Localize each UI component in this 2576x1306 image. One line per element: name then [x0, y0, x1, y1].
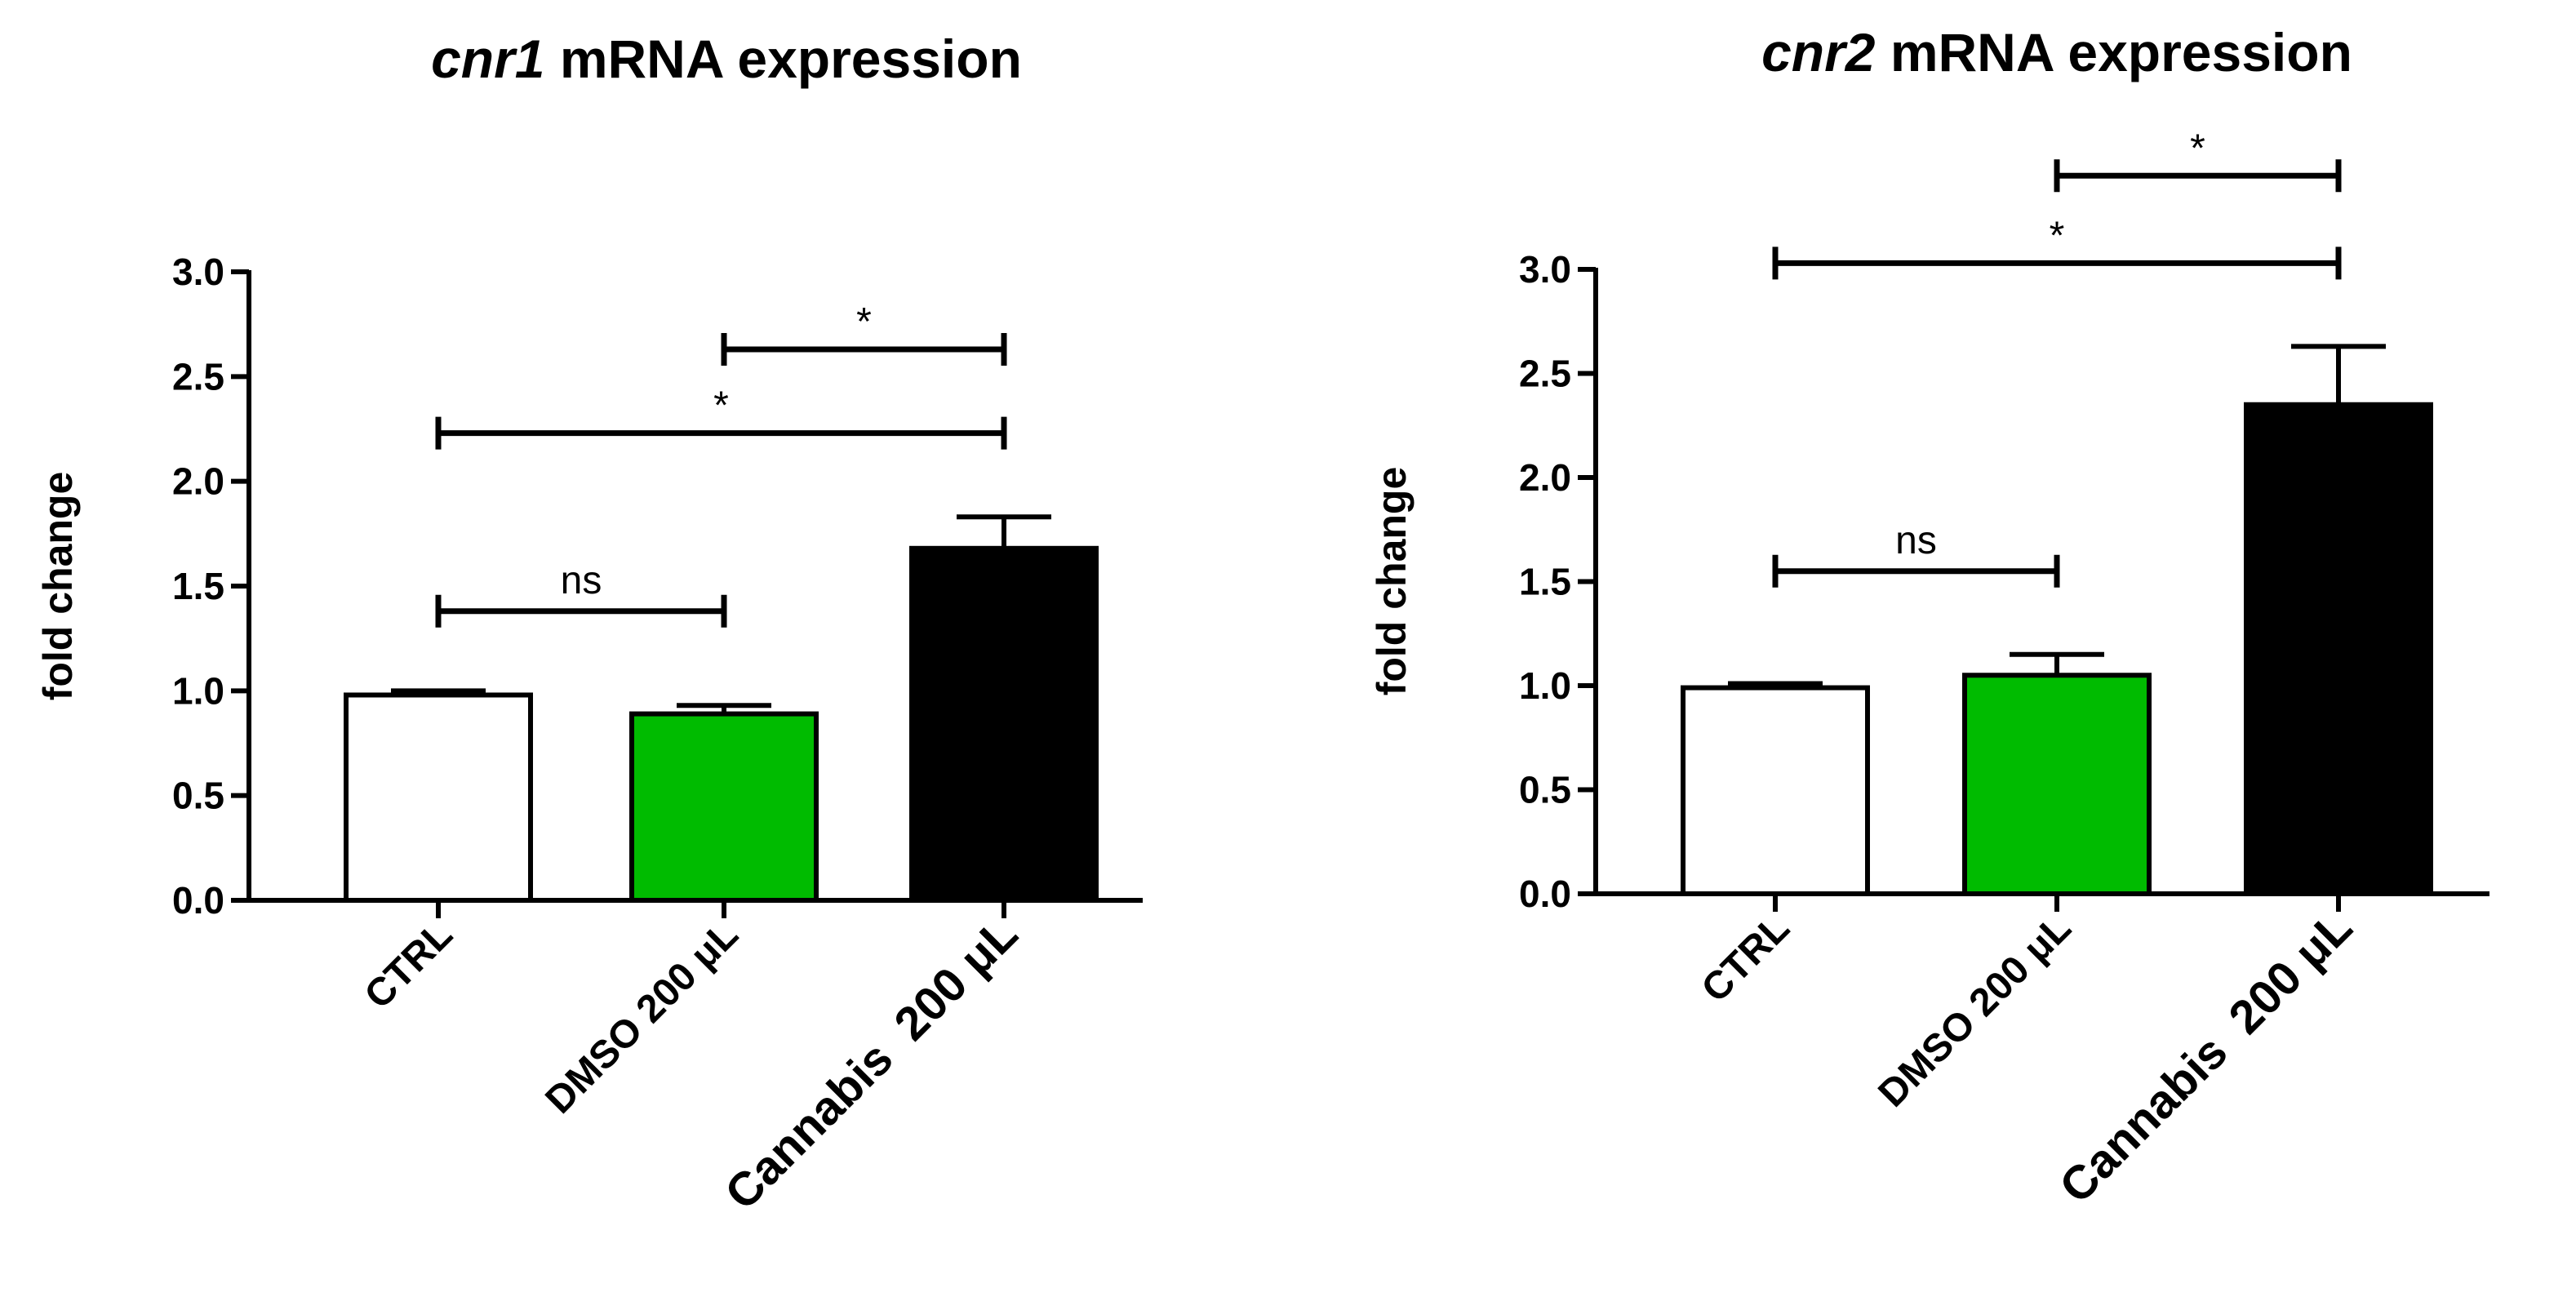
category-label: DMSO 200 μL: [1870, 906, 2079, 1115]
bar: [909, 545, 1099, 903]
y-tick-label: 1.0: [172, 669, 224, 712]
category-label: Cannabis 200 μL: [2050, 900, 2362, 1213]
title-gene: cnr2: [1761, 22, 1876, 82]
y-tick-label: 3.0: [172, 251, 224, 293]
significance-label: *: [2050, 214, 2065, 257]
chart-panel-1: cnr1 mRNA expression fold change 0.0 0.5 1.0…: [35, 29, 1143, 1220]
title-gene: cnr1: [431, 29, 544, 89]
bar: [2244, 402, 2433, 896]
title-rest: mRNA expression: [1876, 22, 2352, 82]
category-label: CTRL: [357, 913, 461, 1017]
y-tick-label: 0.0: [172, 879, 224, 922]
category-label: CTRL: [1694, 906, 1798, 1011]
y-axis-label: fold change: [35, 472, 81, 701]
y-tick-label: 2.0: [172, 460, 224, 503]
y-tick-label: 0.5: [1519, 769, 1571, 811]
bar: [629, 711, 819, 903]
y-tick-label: 0.5: [172, 775, 224, 817]
title-rest: mRNA expression: [545, 29, 1022, 89]
significance-label: ns: [1895, 519, 1937, 562]
y-tick-label: 1.0: [1519, 664, 1571, 707]
y-tick-label: 1.5: [172, 565, 224, 607]
category-label: DMSO 200 μL: [537, 913, 746, 1122]
chart-panel-2: cnr2 mRNA expression fold change 0.0 0.5 1.0…: [1369, 22, 2489, 1214]
y-tick-label: 0.0: [1519, 873, 1571, 915]
significance-label: *: [713, 384, 729, 428]
significance-label: *: [2190, 127, 2205, 170]
y-tick-label: 2.5: [1519, 353, 1571, 395]
significance-label: ns: [561, 559, 602, 602]
y-tick-label: 2.5: [172, 355, 224, 398]
y-tick-label: 2.0: [1519, 456, 1571, 499]
y-tick-label: 3.0: [1519, 248, 1571, 291]
bar: [1681, 685, 1870, 896]
bar: [1962, 673, 2152, 896]
bar: [344, 692, 533, 904]
y-axis-label: fold change: [1369, 467, 1415, 696]
significance-label: *: [856, 300, 872, 344]
category-label: Cannabis 200 μL: [715, 907, 1028, 1219]
y-tick-label: 1.5: [1519, 561, 1571, 603]
chart-title: cnr2 mRNA expression: [1761, 22, 2352, 82]
chart-title: cnr1 mRNA expression: [431, 29, 1022, 89]
